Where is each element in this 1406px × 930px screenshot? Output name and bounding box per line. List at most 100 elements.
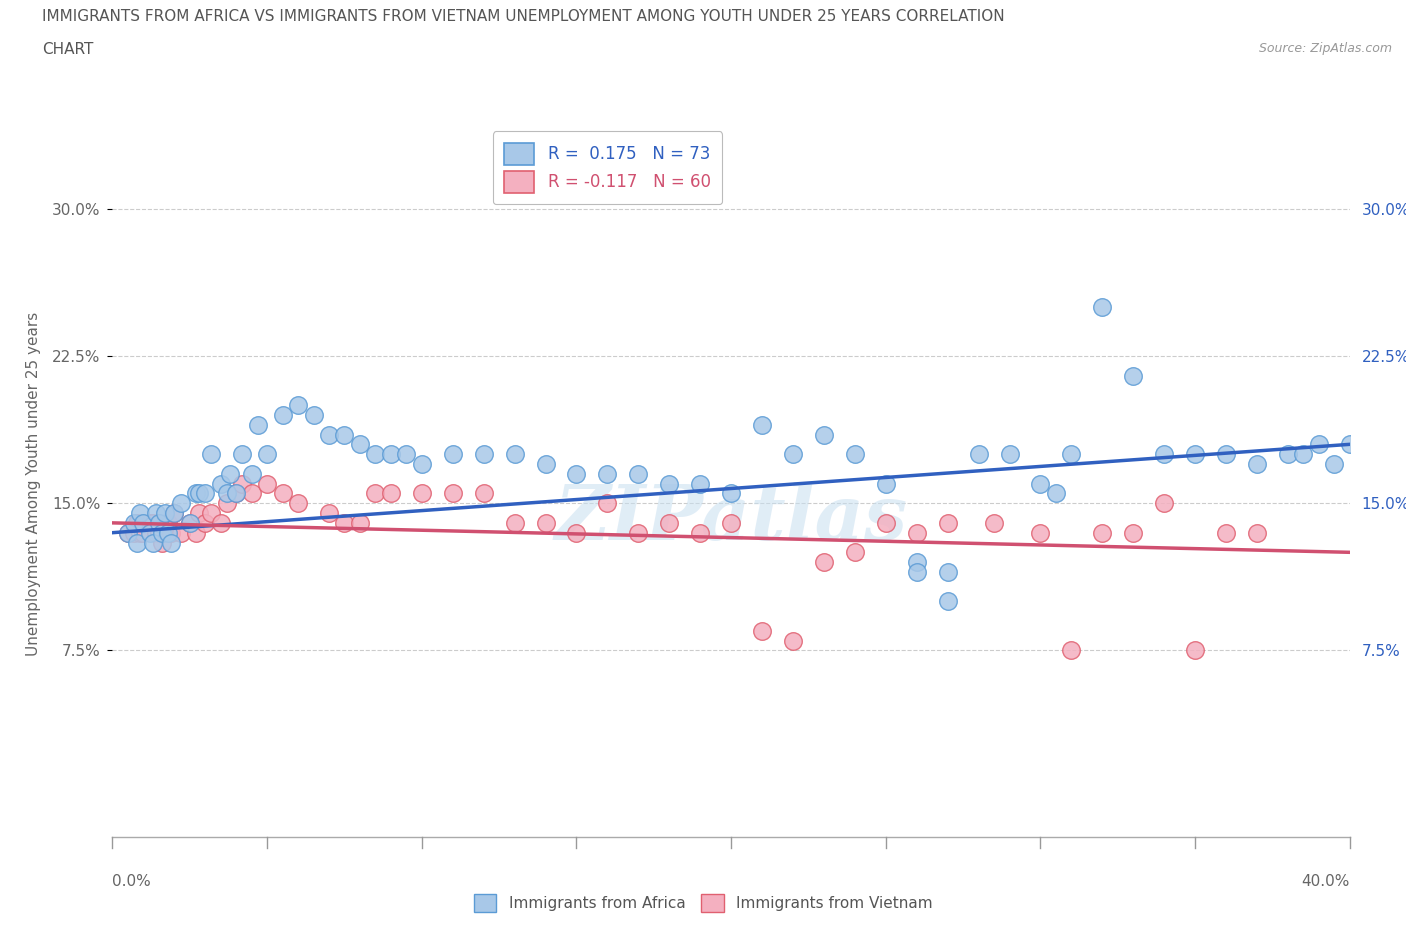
Point	[132, 525, 155, 540]
Text: 0.0%: 0.0%	[112, 874, 152, 889]
Point	[184, 525, 207, 540]
Point	[565, 466, 588, 481]
Point	[179, 515, 201, 530]
Point	[271, 486, 294, 501]
Point	[153, 506, 176, 521]
Point	[472, 446, 495, 461]
Point	[844, 446, 866, 461]
Point	[138, 515, 160, 530]
Point	[1091, 525, 1114, 540]
Point	[333, 515, 356, 530]
Point	[720, 515, 742, 530]
Point	[122, 515, 145, 530]
Point	[184, 486, 207, 501]
Point	[905, 554, 928, 569]
Point	[256, 476, 278, 491]
Point	[627, 466, 650, 481]
Point	[318, 427, 340, 442]
Point	[157, 515, 180, 530]
Point	[813, 554, 835, 569]
Point	[153, 515, 176, 530]
Point	[751, 418, 773, 432]
Point	[844, 545, 866, 560]
Point	[411, 486, 433, 501]
Point	[472, 486, 495, 501]
Text: ZIPatlas: ZIPatlas	[554, 482, 908, 556]
Text: 40.0%: 40.0%	[1302, 874, 1350, 889]
Point	[318, 506, 340, 521]
Point	[380, 486, 402, 501]
Point	[1029, 525, 1052, 540]
Point	[150, 525, 173, 540]
Point	[231, 476, 253, 491]
Point	[1215, 446, 1237, 461]
Point	[160, 535, 183, 550]
Y-axis label: Unemployment Among Youth under 25 years: Unemployment Among Youth under 25 years	[27, 312, 41, 656]
Point	[200, 446, 222, 461]
Point	[209, 476, 232, 491]
Point	[782, 446, 804, 461]
Point	[209, 515, 232, 530]
Point	[875, 515, 897, 530]
Point	[1091, 299, 1114, 314]
Point	[1215, 525, 1237, 540]
Point	[1246, 457, 1268, 472]
Point	[148, 515, 170, 530]
Point	[145, 506, 167, 521]
Point	[333, 427, 356, 442]
Point	[1184, 643, 1206, 658]
Point	[364, 446, 387, 461]
Point	[1060, 643, 1083, 658]
Point	[287, 496, 309, 511]
Point	[782, 633, 804, 648]
Point	[117, 525, 139, 540]
Point	[1060, 446, 1083, 461]
Point	[380, 446, 402, 461]
Point	[627, 525, 650, 540]
Point	[129, 506, 152, 521]
Point	[565, 525, 588, 540]
Point	[1029, 476, 1052, 491]
Point	[163, 506, 186, 521]
Point	[441, 446, 464, 461]
Point	[1246, 525, 1268, 540]
Point	[1153, 446, 1175, 461]
Legend: Immigrants from Africa, Immigrants from Vietnam: Immigrants from Africa, Immigrants from …	[467, 888, 939, 918]
Text: CHART: CHART	[42, 42, 94, 57]
Point	[813, 427, 835, 442]
Point	[117, 525, 139, 540]
Point	[163, 506, 186, 521]
Point	[1045, 486, 1067, 501]
Point	[160, 525, 183, 540]
Text: Source: ZipAtlas.com: Source: ZipAtlas.com	[1258, 42, 1392, 55]
Point	[751, 623, 773, 638]
Point	[148, 525, 170, 540]
Point	[287, 398, 309, 413]
Point	[240, 486, 263, 501]
Point	[395, 446, 418, 461]
Point	[271, 407, 294, 422]
Point	[150, 535, 173, 550]
Point	[256, 446, 278, 461]
Point	[127, 515, 149, 530]
Point	[188, 486, 211, 501]
Point	[596, 466, 619, 481]
Point	[983, 515, 1005, 530]
Point	[905, 565, 928, 579]
Point	[132, 515, 155, 530]
Point	[1122, 525, 1144, 540]
Point	[1308, 437, 1330, 452]
Point	[1339, 437, 1361, 452]
Point	[129, 525, 152, 540]
Point	[225, 486, 247, 501]
Point	[658, 515, 681, 530]
Point	[596, 496, 619, 511]
Point	[169, 525, 191, 540]
Point	[194, 515, 217, 530]
Point	[302, 407, 325, 422]
Point	[1184, 446, 1206, 461]
Point	[411, 457, 433, 472]
Point	[194, 486, 217, 501]
Point	[138, 525, 160, 540]
Point	[200, 506, 222, 521]
